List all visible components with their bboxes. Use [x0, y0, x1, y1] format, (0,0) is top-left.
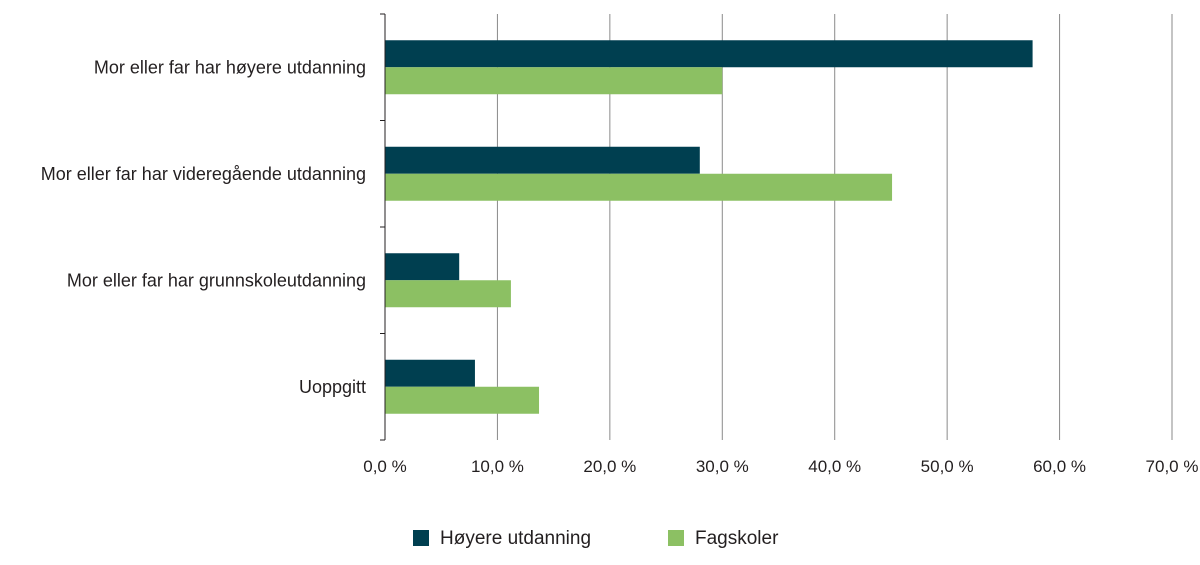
bar-hoyere-utdanning — [385, 40, 1033, 68]
x-tick-label: 70,0 % — [1146, 457, 1199, 476]
x-tick-label: 60,0 % — [1033, 457, 1086, 476]
bar-fagskoler — [385, 280, 511, 308]
category-label: Mor eller far har grunnskoleutdanning — [67, 270, 366, 290]
y-axis — [380, 13, 386, 441]
bar-hoyere-utdanning — [385, 253, 460, 281]
x-tick-label: 30,0 % — [696, 457, 749, 476]
x-tick-label: 0,0 % — [363, 457, 406, 476]
category-label: Uoppgitt — [299, 377, 366, 397]
bar-fagskoler — [385, 67, 723, 95]
legend-label: Høyere utdanning — [440, 528, 591, 549]
legend-label: Fagskoler — [695, 528, 779, 549]
x-tick-label: 20,0 % — [583, 457, 636, 476]
x-tick-label: 10,0 % — [471, 457, 524, 476]
bar-fagskoler — [385, 386, 540, 414]
legend-swatch — [413, 530, 429, 546]
legend: Høyere utdanning Fagskoler — [413, 528, 779, 549]
legend-swatch — [668, 530, 684, 546]
category-labels: Mor eller far har høyere utdanning Mor el… — [41, 57, 366, 397]
x-tick-label: 40,0 % — [808, 457, 861, 476]
bar-hoyere-utdanning — [385, 146, 700, 174]
category-label: Mor eller far har høyere utdanning — [94, 57, 366, 77]
bars — [385, 40, 1033, 414]
bar-hoyere-utdanning — [385, 359, 475, 387]
x-tick-label: 50,0 % — [921, 457, 974, 476]
category-label: Mor eller far har videregående utdanning — [41, 164, 366, 184]
bar-fagskoler — [385, 173, 893, 201]
x-tick-labels: 0,0 % 10,0 % 20,0 % 30,0 % 40,0 % 50,0 % 60,0 … — [363, 457, 1198, 476]
